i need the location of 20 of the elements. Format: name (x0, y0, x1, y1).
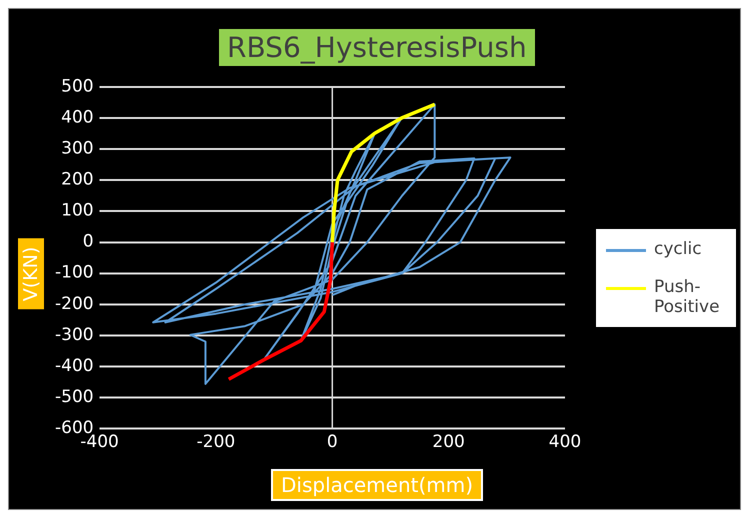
x-axis-title: Displacement(mm) (271, 469, 484, 501)
x-tick-label: -200 (196, 432, 236, 452)
y-tick-label: 0 (82, 232, 94, 252)
y-tick-label: -100 (54, 262, 94, 283)
y-tick-label: -400 (54, 356, 94, 376)
y-tick-label: 300 (61, 138, 94, 159)
y-tick-label: 500 (61, 76, 94, 96)
chart-title: RBS6_HysteresisPush (219, 29, 535, 66)
y-tick-label: 100 (61, 200, 94, 221)
y-tick-label: -200 (54, 294, 94, 314)
x-tick-label: 200 (432, 432, 465, 452)
x-tick-label: 400 (548, 432, 582, 452)
y-axis-title: V(KN) (18, 238, 44, 310)
y-tick-label: 400 (61, 107, 94, 128)
legend-label: cyclic (654, 239, 703, 259)
legend-label: Push-Positive (654, 277, 721, 317)
y-tick-label: 200 (61, 170, 94, 190)
x-tick-label: 0 (326, 432, 338, 452)
y-tick-label: -500 (54, 386, 94, 407)
y-tick-label: -300 (54, 324, 94, 345)
